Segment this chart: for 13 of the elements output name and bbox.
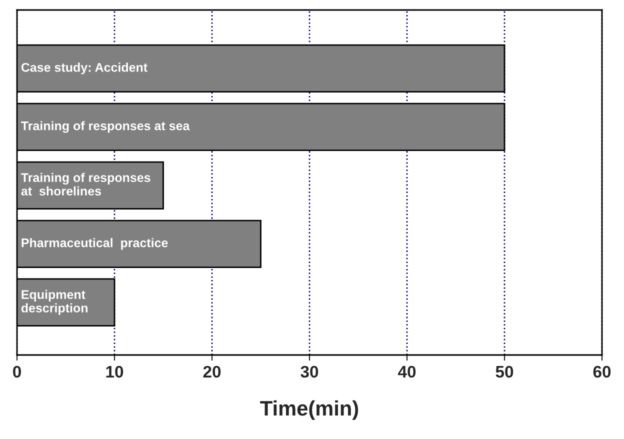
y-tick-label: Pharmaceutical practice	[22, 238, 168, 250]
x-tick-label: 0	[13, 366, 21, 378]
x-tick-label: 50	[496, 366, 514, 378]
x-tick-label: 10	[106, 366, 124, 378]
x-tick-label: 20	[203, 366, 221, 378]
x-tick-label: 30	[300, 366, 318, 378]
y-tick-label: Case study: Accident	[21, 62, 148, 74]
x-tick-label: 40	[398, 366, 416, 378]
x-tick-label: 60	[593, 366, 611, 378]
x-axis-title: Time(min)	[260, 400, 358, 420]
y-tick-label: Equipment description	[21, 290, 88, 315]
y-tick-label: Training of responses at sea	[21, 121, 190, 133]
y-tick-label: Training of responses at shorelines	[21, 172, 150, 196]
